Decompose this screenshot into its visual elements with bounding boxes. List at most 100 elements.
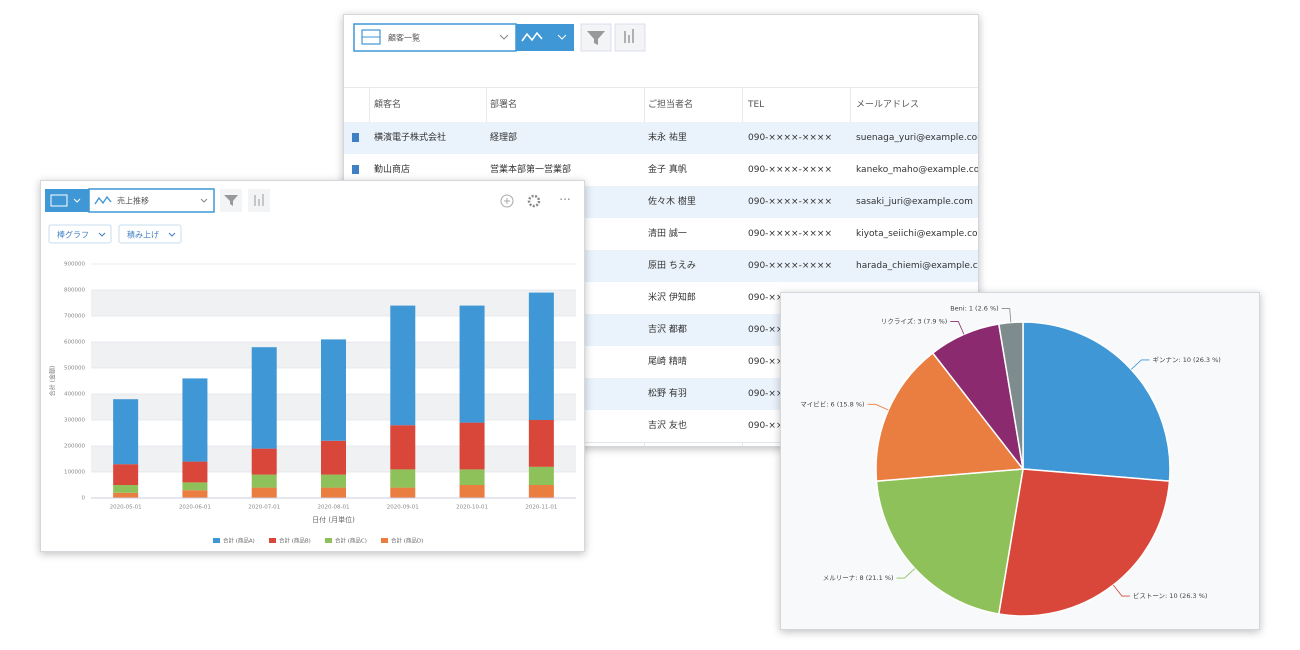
bar-segment <box>113 464 139 485</box>
bar-segment <box>251 487 277 498</box>
column-header: 部署名 <box>490 100 518 110</box>
legend-label: 合計 (商品B) <box>279 537 311 545</box>
table-header: 顧客名 部署名 ご担当者名 TEL メールアドレス <box>344 87 978 124</box>
table-cell: 原田 ちえみ <box>648 261 696 271</box>
filter-chips: 棒グラフ 積み上げ <box>48 224 182 244</box>
graph-button[interactable] <box>516 24 574 51</box>
bar-segment <box>113 492 139 498</box>
x-tick-label: 2020-07-01 <box>248 505 280 511</box>
settings-button[interactable] <box>527 194 541 208</box>
bar-segment <box>251 347 277 449</box>
bar-segment <box>321 440 346 475</box>
bar-segment <box>251 448 277 475</box>
label-leader <box>867 403 889 411</box>
table-cell: 090-××××-×××× <box>748 229 833 239</box>
grid-band <box>91 290 576 316</box>
list-icon <box>50 194 68 207</box>
legend-swatch <box>269 538 276 543</box>
table-cell: 090-××××-×××× <box>748 197 833 207</box>
y-tick-label: 900000 <box>64 262 85 268</box>
table-cell: 佐々木 樹里 <box>648 197 696 207</box>
bar-segment <box>390 425 416 470</box>
table-cell: 金子 真帆 <box>648 165 687 175</box>
slice-label: ビストーン: 10 (26.3 %) <box>1133 591 1208 600</box>
table-cell: 米沢 伊知郎 <box>648 293 696 303</box>
bar-segment <box>390 487 416 498</box>
filter-chip-label: 積み上げ <box>127 230 159 240</box>
x-tick-label: 2020-08-01 <box>318 505 350 511</box>
slice-label: メルリーナ: 8 (21.1 %) <box>823 574 894 582</box>
label-leader <box>950 321 965 335</box>
bar-segment <box>528 485 554 498</box>
bar-chart: 売上推移 ··· 棒グラフ 積み上げ 0 100000 200000 300000 400… <box>45 188 576 545</box>
label-leader <box>1130 359 1150 370</box>
legend-label: 合計 (商品C) <box>335 537 367 545</box>
chevron <box>168 232 176 237</box>
column-header: ご担当者名 <box>648 100 694 110</box>
pie-slice <box>1022 321 1171 482</box>
table-cell: 090-××××-×××× <box>748 133 833 143</box>
filter-chip[interactable] <box>118 224 182 244</box>
bar-segment <box>182 378 208 462</box>
filter-chip[interactable] <box>48 224 112 244</box>
y-tick-label: 400000 <box>64 392 85 398</box>
y-tick-label: 600000 <box>64 340 85 346</box>
graph-name: 売上推移 <box>117 196 149 206</box>
graph-select[interactable] <box>88 188 215 213</box>
chart-icon <box>624 29 634 43</box>
x-tick-label: 2020-06-01 <box>179 505 211 511</box>
pie-slice <box>875 468 1024 615</box>
x-tick-label: 2020-10-01 <box>456 505 488 511</box>
legend-swatch <box>213 538 220 543</box>
slice-label: マイビビ: 6 (15.8 %) <box>800 399 864 408</box>
chevron <box>73 198 81 203</box>
bar-segment <box>528 292 554 420</box>
more-button[interactable]: ··· <box>559 193 570 207</box>
x-tick-label: 2020-11-01 <box>525 505 557 511</box>
bar-segment <box>459 485 485 498</box>
table-cell: 勤山商店 <box>374 165 411 175</box>
column-header: メールアドレス <box>856 100 920 110</box>
y-tick-label: 300000 <box>64 418 85 424</box>
chart-icon <box>254 194 264 206</box>
record-icon <box>352 133 359 142</box>
x-tick-label: 2020-05-01 <box>110 505 142 511</box>
bar-segment <box>459 305 485 423</box>
table-cell: kiyota_seiichi@example.com <box>856 229 979 239</box>
y-tick-label: 700000 <box>64 314 85 320</box>
bar-segment <box>459 422 485 470</box>
chart-button[interactable] <box>614 23 646 52</box>
pie-slice <box>875 351 1025 482</box>
bar-segment <box>459 469 485 485</box>
bar-segment <box>321 474 346 488</box>
y-tick-label: 200000 <box>64 444 85 450</box>
table-cell: 清田 誠一 <box>648 229 687 239</box>
table-cell: kaneko_maho@example.com <box>856 165 979 175</box>
filter-icon <box>587 31 605 45</box>
bar-segment <box>251 474 277 488</box>
table-cell: sasaki_juri@example.com <box>856 197 973 207</box>
chart-window: 売上推移 ··· 棒グラフ 積み上げ 0 100000 200000 300000 400… <box>40 180 585 552</box>
add-button[interactable] <box>500 194 514 208</box>
pie-chart: ギンナン: 10 (26.3 %) ビストーン: 10 (26.3 %) メルリーナ… <box>800 305 1221 617</box>
table-row: 横濱電子株式会社 経理部 末永 祐里 090-××××-×××× suenaga_yur… <box>344 122 978 155</box>
filter-icon <box>224 195 238 206</box>
table-cell: suenaga_yuri@example.com <box>856 133 979 143</box>
record-icon <box>352 165 359 174</box>
label-leader <box>1112 584 1130 597</box>
x-axis-label: 日付 (月単位) <box>312 515 355 524</box>
pie-slice <box>997 321 1024 470</box>
table-cell: harada_chiemi@example.com <box>856 261 979 271</box>
view-select[interactable] <box>353 23 517 52</box>
chevron <box>499 34 509 40</box>
legend-swatch <box>325 538 332 543</box>
table-cell: 営業本部第一営業部 <box>490 165 572 175</box>
table-cell: 090-××××-×××× <box>748 165 833 175</box>
bar-segment <box>182 490 208 498</box>
pie-window: ギンナン: 10 (26.3 %) ビストーン: 10 (26.3 %) メルリーナ… <box>780 292 1260 630</box>
column-header: TEL <box>748 100 765 110</box>
slice-label: リクライズ: 3 (7.9 %) <box>881 317 947 326</box>
table-cell: 松野 有羽 <box>648 389 687 399</box>
chevron <box>98 232 106 237</box>
